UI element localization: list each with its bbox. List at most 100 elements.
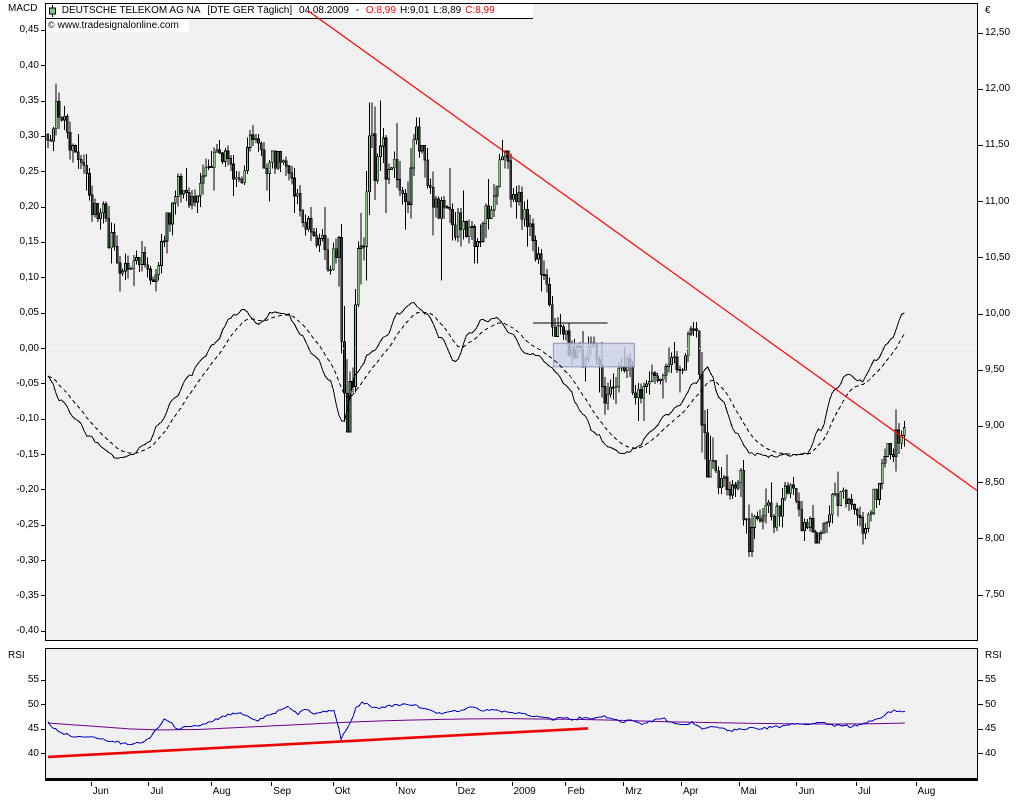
macd-axis-title: MACD — [8, 3, 38, 14]
time-axis-tick-mark — [738, 782, 740, 786]
rsi-axis-tick-mark — [41, 728, 45, 730]
macd-axis-tick-mark — [41, 454, 45, 456]
price-axis-tick-mark — [978, 482, 983, 484]
rsi-panel — [45, 648, 978, 781]
price-axis-tick-mark — [978, 32, 983, 34]
price-axis-tick-label: 11,50 — [985, 139, 1010, 151]
time-axis-tick-label: Okt — [334, 786, 351, 797]
price-axis-tick-label: 7,50 — [985, 589, 1005, 601]
rsi-axis-tick-mark — [978, 679, 983, 681]
rsi-axis-tick-label: 50 — [27, 698, 39, 710]
time-axis-tick-label: Aug — [212, 786, 231, 797]
time-axis-tick-mark — [623, 782, 625, 786]
title-separator: - — [355, 5, 360, 16]
time-axis-tick-mark — [680, 782, 682, 786]
time-axis-tick-mark — [271, 782, 273, 786]
time-axis-tick-label: 2009 — [513, 786, 536, 797]
macd-axis-tick-mark — [41, 29, 45, 31]
macd-axis-tick-label: -0,40 — [16, 625, 39, 637]
macd-axis-tick-label: -0,35 — [16, 589, 39, 601]
macd-axis-tick-mark — [41, 630, 45, 632]
macd-axis-tick-label: 0,00 — [19, 342, 39, 354]
price-axis-tick-mark — [978, 313, 983, 315]
time-axis-tick-mark — [210, 782, 212, 786]
instrument-candle-icon — [49, 5, 56, 17]
macd-axis-tick-mark — [41, 595, 45, 597]
macd-axis-tick-label: -0,10 — [16, 413, 39, 425]
time-axis-tick-label: Jun — [798, 786, 815, 797]
time-axis-tick-label: Mai — [740, 786, 757, 797]
macd-axis-tick-label: 0,05 — [19, 307, 39, 319]
macd-axis-tick-mark — [41, 312, 45, 314]
source-bar: © www.tradesignalonline.com — [46, 19, 189, 32]
time-axis-tick-mark — [148, 782, 150, 786]
macd-axis-tick-label: 0,10 — [19, 271, 39, 283]
price-axis-tick-label: 12,50 — [985, 27, 1011, 38]
price-axis-tick-mark — [978, 594, 983, 596]
rsi-axis-title-right: RSI — [985, 650, 1002, 661]
macd-axis-tick-mark — [41, 206, 45, 208]
ohlc-value-l: L:8,89 — [433, 5, 462, 16]
macd-axis-tick-mark — [41, 489, 45, 491]
macd-axis-tick-label: 0,35 — [19, 95, 39, 107]
instrument-market-timeframe: [DTE GER Täglich] — [207, 5, 293, 16]
time-axis-tick-label: Dez — [457, 786, 476, 797]
price-axis-tick-mark — [978, 201, 983, 203]
macd-axis-tick-label: -0,25 — [16, 519, 39, 531]
macd-axis-tick-label: -0,15 — [16, 448, 39, 460]
price-axis-tick-label: 9,50 — [985, 364, 1005, 376]
macd-axis-tick-label: 0,30 — [19, 130, 39, 142]
macd-axis-tick-label: 0,25 — [19, 165, 39, 177]
time-axis-tick-mark — [396, 782, 398, 786]
price-axis-tick-label: 10,50 — [985, 251, 1011, 263]
macd-axis-tick-label: -0,05 — [16, 377, 39, 389]
macd-axis-tick-mark — [41, 383, 45, 385]
copyright-icon: © — [48, 20, 55, 30]
time-axis-tick-mark — [90, 782, 92, 786]
rsi-axis-tick-mark — [41, 753, 45, 755]
price-axis-tick-mark — [978, 257, 983, 259]
macd-axis-tick-label: 0,45 — [19, 24, 39, 36]
time-axis-tick-label: Jul — [150, 786, 164, 797]
ohlc-value-o: O:8,99 — [365, 5, 396, 16]
time-axis-tick-label: Apr — [682, 786, 699, 797]
price-axis-tick-label: 8,50 — [985, 476, 1005, 488]
macd-axis-tick-mark — [41, 277, 45, 279]
title-ohlc-values: O:8,99 H:9,01 L:8,89 C:8,99 — [362, 5, 495, 16]
source-url[interactable]: www.tradesignalonline.com — [57, 20, 179, 31]
euro-axis-title: € — [985, 5, 991, 16]
time-axis-tick-mark — [915, 782, 917, 786]
time-axis-tick-label: Aug — [917, 786, 936, 797]
price-axis-tick-mark — [978, 425, 983, 427]
time-axis-tick-label: Feb — [567, 786, 585, 797]
macd-axis-tick-label: -0,20 — [16, 483, 39, 495]
time-axis-tick-label: Mrz — [625, 786, 642, 797]
ohlc-value-c: C:8,99 — [465, 5, 495, 16]
price-axis-tick-mark — [978, 88, 983, 90]
macd-axis-tick-mark — [41, 524, 45, 526]
price-macd-chart-canvas[interactable] — [45, 3, 978, 641]
macd-axis-tick-label: -0,30 — [16, 554, 39, 566]
price-axis-tick-mark — [978, 538, 983, 540]
instrument-name: DEUTSCHE TELEKOM AG NA — [61, 5, 201, 16]
price-axis-tick-label: 10,00 — [985, 308, 1011, 320]
macd-axis-tick-mark — [41, 560, 45, 562]
macd-axis-tick-mark — [41, 418, 45, 420]
quote-date: 04.08.2009 — [298, 5, 349, 16]
time-axis-tick-label: Jul — [857, 786, 871, 797]
ohlc-value-h: H:9,01 — [399, 5, 430, 16]
rsi-axis-tick-label: 40 — [27, 747, 39, 759]
rsi-axis-tick-mark — [978, 704, 983, 706]
macd-axis-tick-label: 0,15 — [19, 236, 39, 248]
macd-axis-tick-mark — [41, 100, 45, 102]
price-axis-tick-label: 9,00 — [985, 420, 1005, 432]
rsi-chart-canvas[interactable] — [45, 648, 978, 781]
rsi-axis-tick-mark — [978, 728, 983, 730]
price-axis-tick-mark — [978, 369, 983, 371]
rsi-axis-tick-mark — [41, 704, 45, 706]
rsi-axis-tick-label: 45 — [27, 723, 39, 735]
time-axis-tick-mark — [511, 782, 513, 786]
rsi-axis-tick-mark — [978, 753, 983, 755]
macd-axis-tick-mark — [41, 171, 45, 173]
price-axis-tick-label: 11,00 — [985, 195, 1010, 207]
